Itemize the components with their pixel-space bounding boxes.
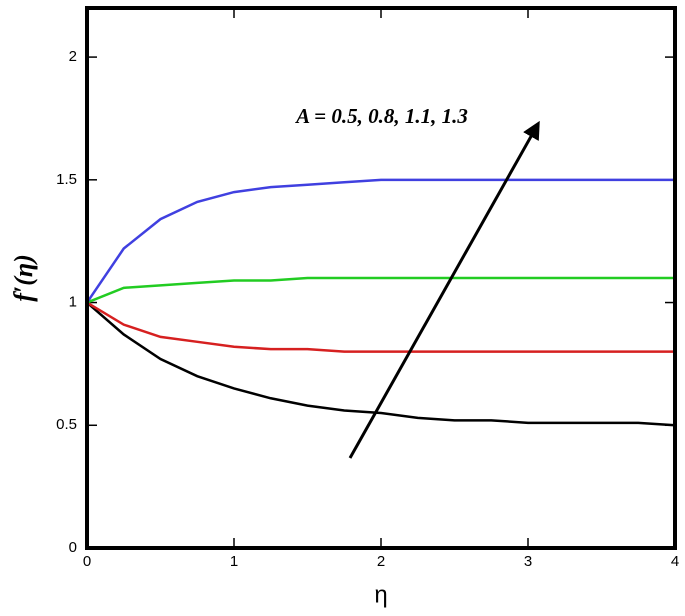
x-tick-label: 0 [83,553,91,570]
plot-frame [85,6,677,550]
line [85,178,675,304]
x-tick-label: 3 [524,553,532,570]
line [86,301,675,353]
x-axis-label: η [374,581,387,608]
annotation: A = 0.5, 0.8, 1.1, 1.3 [294,104,468,128]
y-tick-label: 1 [69,294,77,311]
line [86,276,675,304]
x-tick-label: 4 [671,553,679,570]
x-tick-label: 1 [230,553,238,570]
y-tick-label: 0 [69,539,77,556]
y-tick-label: 0.5 [56,416,77,433]
x-tick-label: 2 [377,553,385,570]
y-axis-label: f′(η) [9,254,38,302]
arrow [348,120,540,459]
y-tick-label: 1.5 [56,171,77,188]
line [86,301,676,427]
y-tick-label: 2 [69,48,77,65]
